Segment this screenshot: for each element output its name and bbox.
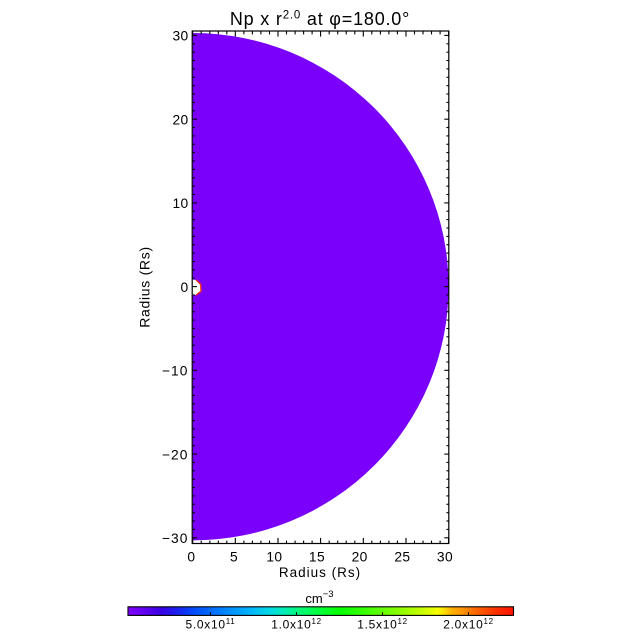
svg-text:15: 15 — [309, 550, 325, 565]
svg-text:10: 10 — [172, 196, 188, 211]
svg-text:0: 0 — [181, 280, 189, 295]
svg-text:1.0x1012: 1.0x1012 — [271, 617, 322, 632]
svg-text:0: 0 — [187, 550, 195, 565]
svg-text:20: 20 — [352, 550, 368, 565]
svg-text:25: 25 — [394, 550, 410, 565]
svg-text:30: 30 — [437, 550, 453, 565]
svg-text:2.0x1012: 2.0x1012 — [443, 617, 494, 632]
svg-text:5: 5 — [230, 550, 238, 565]
svg-text:−10: −10 — [162, 364, 189, 379]
svg-text:Radius (Rs): Radius (Rs) — [137, 246, 153, 328]
svg-text:−20: −20 — [162, 447, 189, 462]
svg-text:1.5x1012: 1.5x1012 — [357, 617, 408, 632]
svg-text:20: 20 — [172, 113, 188, 128]
svg-text:Np x r2.0 at φ=180.0°: Np x r2.0 at φ=180.0° — [230, 9, 410, 29]
svg-text:−30: −30 — [162, 531, 189, 546]
svg-text:30: 30 — [172, 29, 188, 44]
svg-text:Radius (Rs): Radius (Rs) — [279, 565, 361, 580]
svg-text:10: 10 — [266, 550, 282, 565]
svg-text:5.0x1011: 5.0x1011 — [186, 617, 236, 632]
